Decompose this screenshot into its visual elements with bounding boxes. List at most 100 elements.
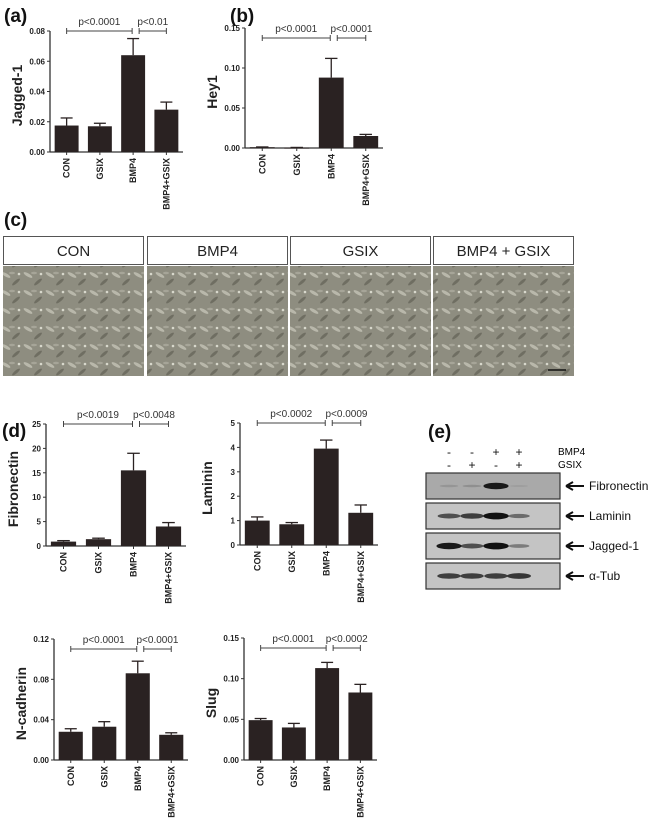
y-tick-label: 0.05 [224,104,240,113]
y-tick-label: 25 [32,420,41,429]
x-tick-label: BMP4 [128,158,138,183]
bar-con [244,520,270,545]
p-value-label: p<0.0002 [270,409,312,420]
bar-con [50,541,77,546]
x-tick-label: GSIX [292,154,302,176]
bar-bmp4 [125,673,150,760]
micrograph-header-box [290,236,431,265]
panel-label-a: (a) [4,6,27,27]
p-value-label: p<0.0001 [272,634,314,645]
y-tick-label: 0.10 [223,675,239,684]
y-tick-label: 0.08 [33,675,49,684]
bar-bmp4+gsix [353,136,379,148]
micrograph-panel: GSIX [290,236,431,376]
y-tick-label: 0.15 [223,634,239,643]
bar-gsix [92,726,117,760]
blot-band [507,573,531,579]
bar-bmp4 [120,470,147,546]
chart-n-cadherin: 0.00 0.04 0.08 0.12 N-cadherin CON GSIX BMP4 BMP… [13,635,188,818]
y-tick-label: 4 [231,443,236,452]
p-value-label: p<0.0001 [83,635,125,646]
treatment-label: BMP4 [558,447,586,458]
arrow-left-icon [565,481,584,491]
arrow-left-icon [565,571,584,581]
bar-bmp4+gsix [154,109,179,152]
micrograph-panel: BMP4 + GSIX [433,236,574,376]
micrograph-header-box [3,236,144,265]
micrograph-header-box [433,236,574,265]
micrograph-image [433,266,574,376]
y-tick-label: 5 [37,518,42,527]
blot-band [436,542,462,550]
treatment-sign: - [447,458,451,472]
treatment-sign: + [468,458,475,472]
y-axis-label: Jagged-1 [9,65,25,127]
y-axis-label: Hey1 [204,75,220,109]
micrograph-panel: BMP4 [147,236,288,376]
y-tick-label: 0.00 [224,144,240,153]
treatment-sign: + [492,445,499,459]
treatment-sign: + [515,458,522,472]
bar-bmp4 [315,668,340,760]
x-tick-label: BMP4 [321,551,331,576]
bar-bmp4 [318,77,344,148]
panel-label-e: (e) [428,422,451,443]
bar-gsix [87,126,112,152]
blot-label: α-Tub [589,569,620,583]
micrograph-image [3,266,144,376]
y-tick-label: 2 [231,492,236,501]
y-tick-label: 0.04 [33,716,49,725]
y-tick-label: 0.15 [224,24,240,33]
p-value-label: p<0.0009 [326,409,368,420]
x-tick-label: BMP4+GSIX [355,766,365,818]
x-tick-label: BMP4 [133,766,143,791]
x-tick-label: CON [257,154,267,174]
p-value-label: p<0.0019 [77,410,119,421]
p-value-label: p<0.0002 [326,634,368,645]
x-tick-label: CON [66,766,76,786]
y-axis-label: N-cadherin [13,667,29,740]
blot-band [483,542,509,550]
y-tick-label: 0.00 [223,756,239,765]
panel-label-c: (c) [4,210,27,231]
micrograph-panel: CON [3,236,144,376]
x-tick-label: BMP4+GSIX [164,552,174,604]
blot-band [460,513,484,519]
p-value-label: p<0.0001 [137,635,179,646]
treatment-label: GSIX [558,460,582,471]
blot-band [460,573,484,579]
micrograph-header: BMP4 [197,243,238,260]
x-tick-label: CON [252,551,262,571]
bar-bmp4+gsix [159,734,184,760]
blot-band [483,512,509,520]
arrow-left-icon [565,541,584,551]
blot-band [508,544,530,548]
y-tick-label: 0.00 [33,756,49,765]
blot-band [437,573,461,579]
blot-label: Jagged-1 [589,539,639,553]
x-tick-label: GSIX [95,158,105,180]
x-tick-label: CON [256,766,266,786]
micrograph-header-box [147,236,288,265]
y-axis-label: Fibronectin [5,451,21,527]
x-tick-label: BMP4+GSIX [166,766,176,818]
y-axis-label: Slug [203,688,219,718]
x-tick-label: GSIX [289,766,299,788]
y-axis-label: Laminin [199,461,215,515]
chart-hey1: 0.00 0.05 0.10 0.15 Hey1 CON GSIX BMP4 BMP4+GSIX… [204,24,383,206]
bar-gsix [279,524,305,545]
p-value-label: p<0.0001 [275,24,317,35]
x-tick-label: BMP4+GSIX [361,154,371,206]
x-tick-label: BMP4 [322,766,332,791]
bar-con [249,147,275,149]
micrograph-header: CON [57,243,90,260]
blot-band [484,573,508,579]
x-tick-label: BMP4 [129,552,139,577]
y-tick-label: 0.12 [33,635,49,644]
p-value-label: p<0.0001 [78,17,120,28]
blot-band [439,484,459,488]
x-tick-label: BMP4 [326,154,336,179]
y-tick-label: 0.02 [29,118,45,127]
y-tick-label: 0 [37,542,42,551]
